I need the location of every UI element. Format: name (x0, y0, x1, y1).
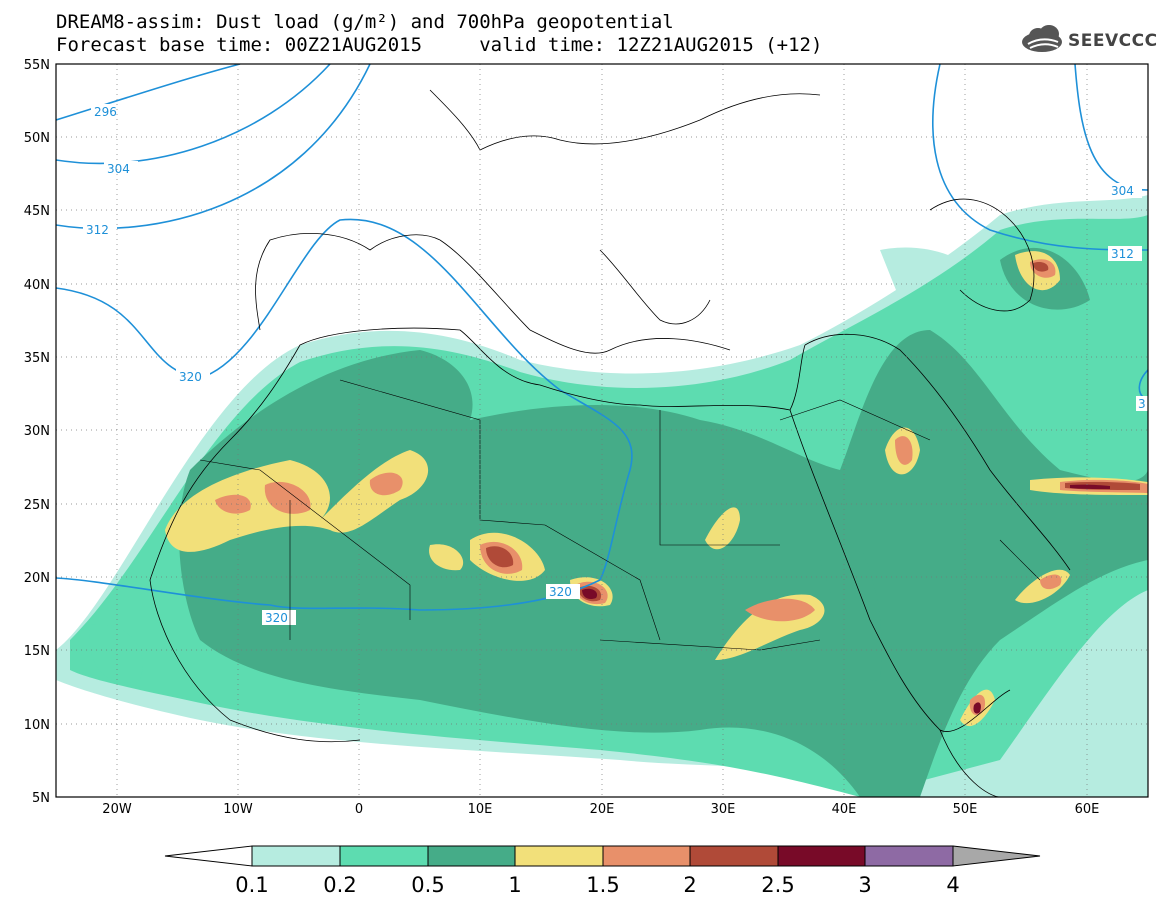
lat-tick-30n: 30N (24, 424, 50, 439)
seevccc-logo (1022, 25, 1062, 52)
contour-label-312: 312 (86, 223, 109, 237)
lat-tick-50n: 50N (24, 131, 50, 146)
contour-label-partial: 3 (1138, 397, 1146, 411)
dust-field-2.5 (582, 484, 1110, 714)
forecast-time-line: Forecast base time: 00Z21AUG2015 valid t… (56, 34, 823, 56)
lon-tick-20w: 20W (102, 802, 132, 817)
lat-tick-40n: 40N (24, 278, 50, 293)
colorbar-label-0.1: 0.1 (235, 873, 268, 897)
colorbar-label-1: 1 (508, 873, 521, 897)
lat-tick-20n: 20N (24, 571, 50, 586)
colorbar-label-4: 4 (946, 873, 959, 897)
cloud-icon (1022, 25, 1062, 52)
latitude-axis: 55N 50N 45N 40N 35N 30N 25N 20N 15N 10N … (24, 58, 50, 806)
lat-tick-35n: 35N (24, 351, 50, 366)
lon-tick-0: 0 (355, 802, 363, 817)
colorbar-bin-0.5-1 (427, 845, 516, 867)
map-area: 296 304 312 320 320 320 304 312 3 (56, 64, 1148, 797)
colorbar-low-arrow (164, 845, 253, 867)
colorbar-bin-3-4 (864, 845, 954, 867)
lon-tick-10w: 10W (223, 802, 253, 817)
lat-tick-5n: 5N (32, 791, 50, 806)
colorbar-bin-1-1.5 (514, 845, 604, 867)
map-frame (55, 63, 1149, 798)
lon-tick-50e: 50E (953, 802, 978, 817)
contour-label-304: 304 (107, 162, 130, 176)
colorbar-bin-1.5-2 (602, 845, 691, 867)
contour-label-304-east: 304 (1111, 184, 1134, 198)
logo-text: SEEVCCC (1068, 31, 1158, 51)
lon-tick-60e: 60E (1075, 802, 1100, 817)
lat-tick-25n: 25N (24, 498, 50, 513)
colorbar-labels: 0.1 0.2 0.5 1 1.5 2 2.5 3 4 (235, 873, 959, 897)
colorbar (164, 845, 1041, 867)
colorbar-label-1.5: 1.5 (586, 873, 619, 897)
contour-label-320-sahel: 320 (265, 611, 288, 625)
longitude-axis: 20W 10W 0 10E 20E 30E 40E 50E 60E (102, 802, 1099, 817)
colorbar-bin-0.1-0.2 (251, 845, 341, 867)
contour-label-320-west: 320 (179, 370, 202, 384)
lat-tick-55n: 55N (24, 58, 50, 73)
grid-lines (56, 64, 1148, 797)
lat-tick-15n: 15N (24, 644, 50, 659)
colorbar-bin-2.5-3 (777, 845, 866, 867)
colorbar-label-2.5: 2.5 (761, 873, 794, 897)
lon-tick-20e: 20E (590, 802, 615, 817)
borders (199, 379, 1041, 651)
contour-labels: 296 304 312 320 320 320 304 312 3 (83, 104, 1148, 625)
lon-tick-10e: 10E (468, 802, 493, 817)
colorbar-high-arrow (952, 845, 1041, 867)
contour-label-296: 296 (94, 105, 117, 119)
colorbar-label-3: 3 (858, 873, 871, 897)
colorbar-bin-0.2-0.5 (339, 845, 429, 867)
contour-label-312-east: 312 (1111, 247, 1134, 261)
colorbar-label-0.5: 0.5 (411, 873, 444, 897)
colorbar-label-2: 2 (683, 873, 696, 897)
lon-tick-40e: 40E (832, 802, 857, 817)
colorbar-bin-2-2.5 (689, 845, 779, 867)
lon-tick-30e: 30E (711, 802, 736, 817)
colorbar-label-0.2: 0.2 (323, 873, 356, 897)
contour-label-320-central: 320 (549, 585, 572, 599)
lat-tick-10n: 10N (24, 718, 50, 733)
lat-tick-45n: 45N (24, 204, 50, 219)
map-title: DREAM8-assim: Dust load (g/m²) and 700hP… (56, 11, 674, 33)
